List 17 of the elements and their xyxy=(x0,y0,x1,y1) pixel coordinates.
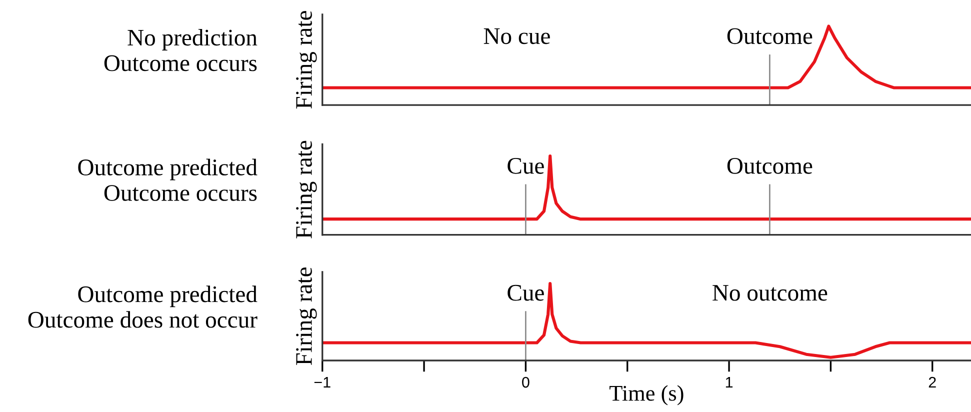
annotation: No cue xyxy=(484,28,550,44)
y-axis-title: Firing rate xyxy=(296,140,317,238)
text: Outcome predicted Outcome occurs xyxy=(78,158,258,201)
chart-title: Outcome predicted Outcome does not occur xyxy=(28,286,258,328)
x-tick-label: 2 xyxy=(928,376,936,388)
ref-line-label: Cue xyxy=(508,284,544,301)
ref-line-label: Cue xyxy=(508,158,544,174)
x-tick-label: −1 xyxy=(314,377,330,388)
x-tick-label: 0 xyxy=(522,376,530,388)
text: No prediction Outcome occurs xyxy=(104,29,258,72)
y-axis-title: Firing rate xyxy=(296,11,317,109)
annotation: No outcome xyxy=(712,285,828,301)
x-axis-title: Time (s) xyxy=(610,385,684,406)
y-axis-title: Firing rate xyxy=(296,268,317,366)
ref-line-label: Outcome xyxy=(727,28,812,44)
ref-line-label: Outcome xyxy=(727,158,812,174)
x-tick-label: 1 xyxy=(726,377,733,388)
